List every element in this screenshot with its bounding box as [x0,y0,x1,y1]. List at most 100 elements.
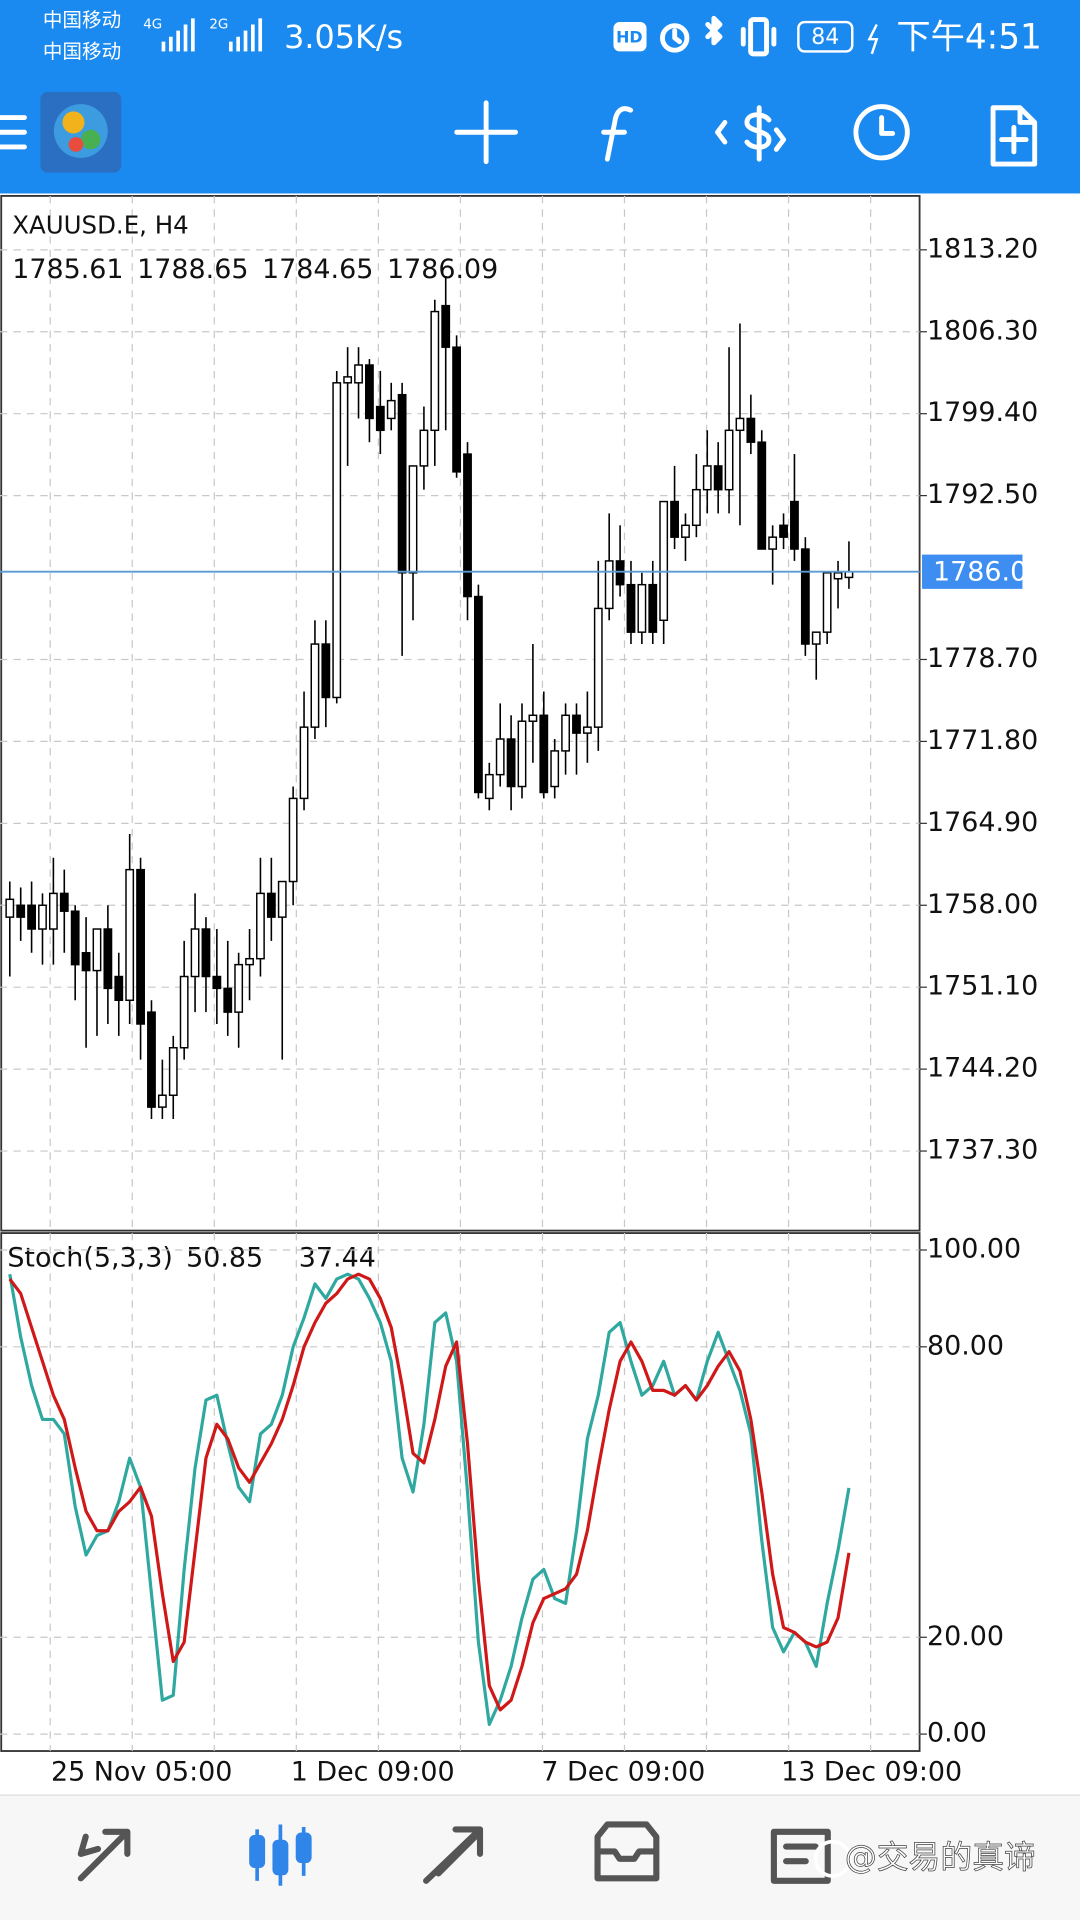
messages-tab[interactable] [770,1828,831,1884]
candle-body [234,963,244,1013]
carrier: 中国移动 [43,40,121,63]
y-tick-label: 1799.40 [927,397,1038,428]
network: 4G [143,17,162,32]
x-tick-label: 25 Nov 05:00 [51,1757,233,1788]
candle-body [419,429,429,467]
trade-tab[interactable] [423,1826,484,1884]
candle-body [648,583,658,633]
candle-body [147,1011,156,1108]
candle-body [332,382,342,699]
hd-label: HD [616,27,643,46]
battery-level: 84 [811,25,839,50]
candle-body [604,560,614,610]
signal-icons [161,18,263,52]
candle-body [365,364,374,420]
candle-body [779,524,788,538]
crosshair-button[interactable] [454,100,518,165]
candle-body [626,583,636,633]
candle-body [245,957,254,966]
y-tick-label: 1806.30 [927,315,1038,346]
quotes-tab[interactable] [77,1828,131,1882]
y-tick-label: 80.00 [927,1330,1004,1361]
candle-body [691,488,701,527]
candle-body [517,720,527,788]
candle-body [800,548,810,645]
candle-body [179,975,189,1049]
y-tick-label: 1737.30 [927,1135,1038,1166]
candle-body [48,892,58,930]
candle-body [288,797,298,883]
candle-body [190,928,200,978]
ohlc-low: 1784.65 [262,254,373,285]
x-tick-label: 13 Dec 09:00 [781,1757,962,1788]
candle-body [408,465,418,574]
hd-badge [613,22,647,52]
vertical-grid [49,195,872,1752]
x-tick-label: 1 Dec 09:00 [291,1757,455,1788]
new-order-button[interactable] [990,105,1038,167]
ohlc-close: 1786.09 [387,254,498,285]
y-tick-label: 1813.20 [927,233,1038,264]
candle-body [277,880,287,918]
candle-body [659,500,669,622]
candle-body [757,441,767,550]
candle-body [299,726,309,800]
timeframe-button[interactable] [853,104,910,161]
stoch-main-value: 50.85 [186,1242,263,1273]
candle-body [528,714,538,722]
candle-body [637,583,647,633]
history-tab[interactable] [594,1821,660,1882]
status-icons [660,15,777,57]
candle-body [550,750,560,788]
y-tick-label: 100.00 [927,1234,1021,1265]
candle-body [430,310,440,432]
candle-body [59,892,69,912]
candle-body [811,631,821,645]
candle-body [822,572,832,633]
candle-body [81,952,91,972]
battery [797,20,854,53]
y-tick-label: 1764.90 [927,807,1038,838]
trade-button[interactable] [715,105,787,162]
app-logo[interactable] [40,91,122,173]
candle-body [38,904,47,930]
x-tick-label: 7 Dec 09:00 [541,1757,705,1788]
candle-body [572,714,581,734]
y-tick-label: 1744.20 [927,1053,1038,1084]
clock: 下午4:51 [896,18,1041,58]
candle-body [125,868,135,1001]
ohlc-high: 1788.65 [137,254,248,285]
watermark-logo [813,1839,852,1878]
stoch-line [8,1272,851,1712]
candle-body [735,417,745,432]
candle-body [136,868,145,1025]
candle-body [386,399,396,420]
candle-body [157,1094,167,1108]
candle-body [582,726,592,734]
carrier: 中国移动 [43,8,121,31]
candle-body [256,892,265,960]
candle-body [452,346,462,473]
candle-body [790,500,799,550]
candle-body [746,417,756,443]
candle-body [441,304,451,348]
chart-title: XAUUSD.E, H4 [12,211,188,240]
charging-icon [867,23,879,55]
indicator-title: Stoch(5,3,3) [7,1242,172,1273]
menu-button[interactable] [0,115,27,150]
indicators-button[interactable] [601,106,634,162]
y-tick-label: 1778.70 [927,643,1038,674]
candle-body [506,738,516,788]
ohlc-open: 1785.61 [12,254,123,285]
y-tick-label: 1758.00 [927,889,1038,920]
candle-body [223,987,233,1013]
current-price-label: 1786.09 [933,556,1044,587]
y-tick-label: 1751.10 [927,971,1038,1002]
y-tick-label: 1771.80 [927,725,1038,756]
candle-body [484,773,494,800]
candle-body [266,892,276,918]
candle-body [70,910,80,966]
chart-tab[interactable] [249,1824,312,1886]
